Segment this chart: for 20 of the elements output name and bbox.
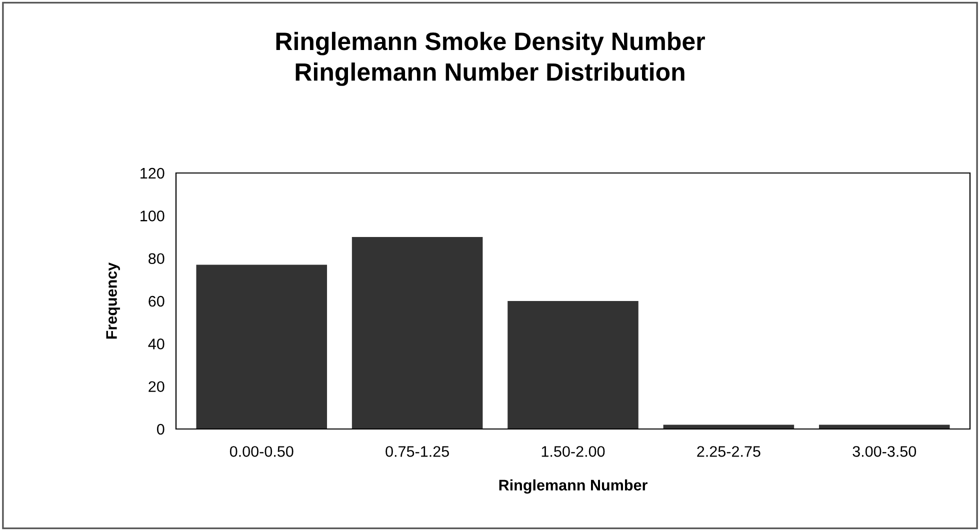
chart-title: Ringlemann Smoke Density Number Ringlemann Number Distribution bbox=[276, 32, 705, 86]
x-tick-label: 0.75-1.25 bbox=[386, 446, 449, 457]
x-axis-title: Ringlemann Number bbox=[499, 479, 648, 494]
y-tick-label: 60 bbox=[148, 296, 164, 307]
y-tick-label: 20 bbox=[148, 381, 164, 392]
y-tick-label: 100 bbox=[140, 210, 164, 222]
x-tick-label: 3.00-3.50 bbox=[852, 446, 916, 457]
y-tick-label: 40 bbox=[148, 338, 164, 350]
y-tick-label: 120 bbox=[140, 168, 164, 179]
y-tick-label: 80 bbox=[148, 253, 164, 264]
x-tick-label: 0.00-0.50 bbox=[230, 446, 294, 457]
bar bbox=[663, 424, 794, 429]
bar bbox=[196, 264, 328, 429]
bar bbox=[508, 301, 638, 429]
bar bbox=[352, 237, 483, 429]
y-tick-label: 0 bbox=[156, 424, 164, 435]
bar bbox=[818, 424, 950, 429]
x-tick-label: 2.25-2.75 bbox=[697, 446, 760, 457]
x-tick-label: 1.50-2.00 bbox=[542, 446, 605, 457]
y-axis-title: Frequency bbox=[106, 262, 120, 339]
